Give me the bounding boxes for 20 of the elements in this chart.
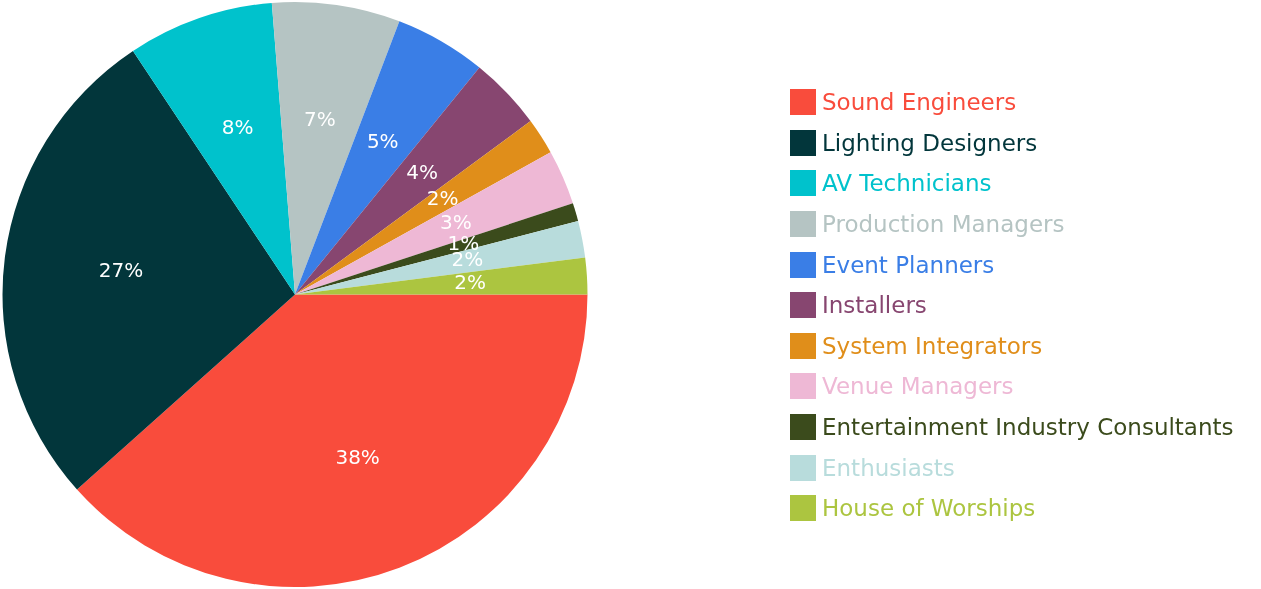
data-label: 38% (335, 444, 380, 469)
data-label: 8% (221, 114, 254, 139)
legend-label: Event Planners (822, 251, 995, 278)
legend-label: Sound Engineers (822, 89, 1017, 116)
legend-label: System Integrators (822, 332, 1043, 359)
legend-label: Entertainment Industry Consultants (822, 414, 1234, 441)
legend-label: Lighting Designers (822, 129, 1038, 156)
legend-label: Production Managers (822, 211, 1065, 238)
legend-label: AV Technicians (822, 170, 992, 197)
data-label: 27% (98, 258, 144, 283)
data-label: 7% (304, 106, 336, 131)
data-label: 4% (406, 159, 438, 184)
data-label: 3% (439, 210, 472, 235)
legend-label: Installers (822, 292, 927, 319)
legend-label: Enthusiasts (822, 454, 955, 481)
legend-label: Venue Managers (822, 373, 1014, 400)
legend-label: House of Worships (822, 495, 1036, 522)
data-label: 2% (426, 185, 459, 210)
data-label: 5% (366, 128, 399, 153)
data-label: 2% (454, 269, 487, 294)
